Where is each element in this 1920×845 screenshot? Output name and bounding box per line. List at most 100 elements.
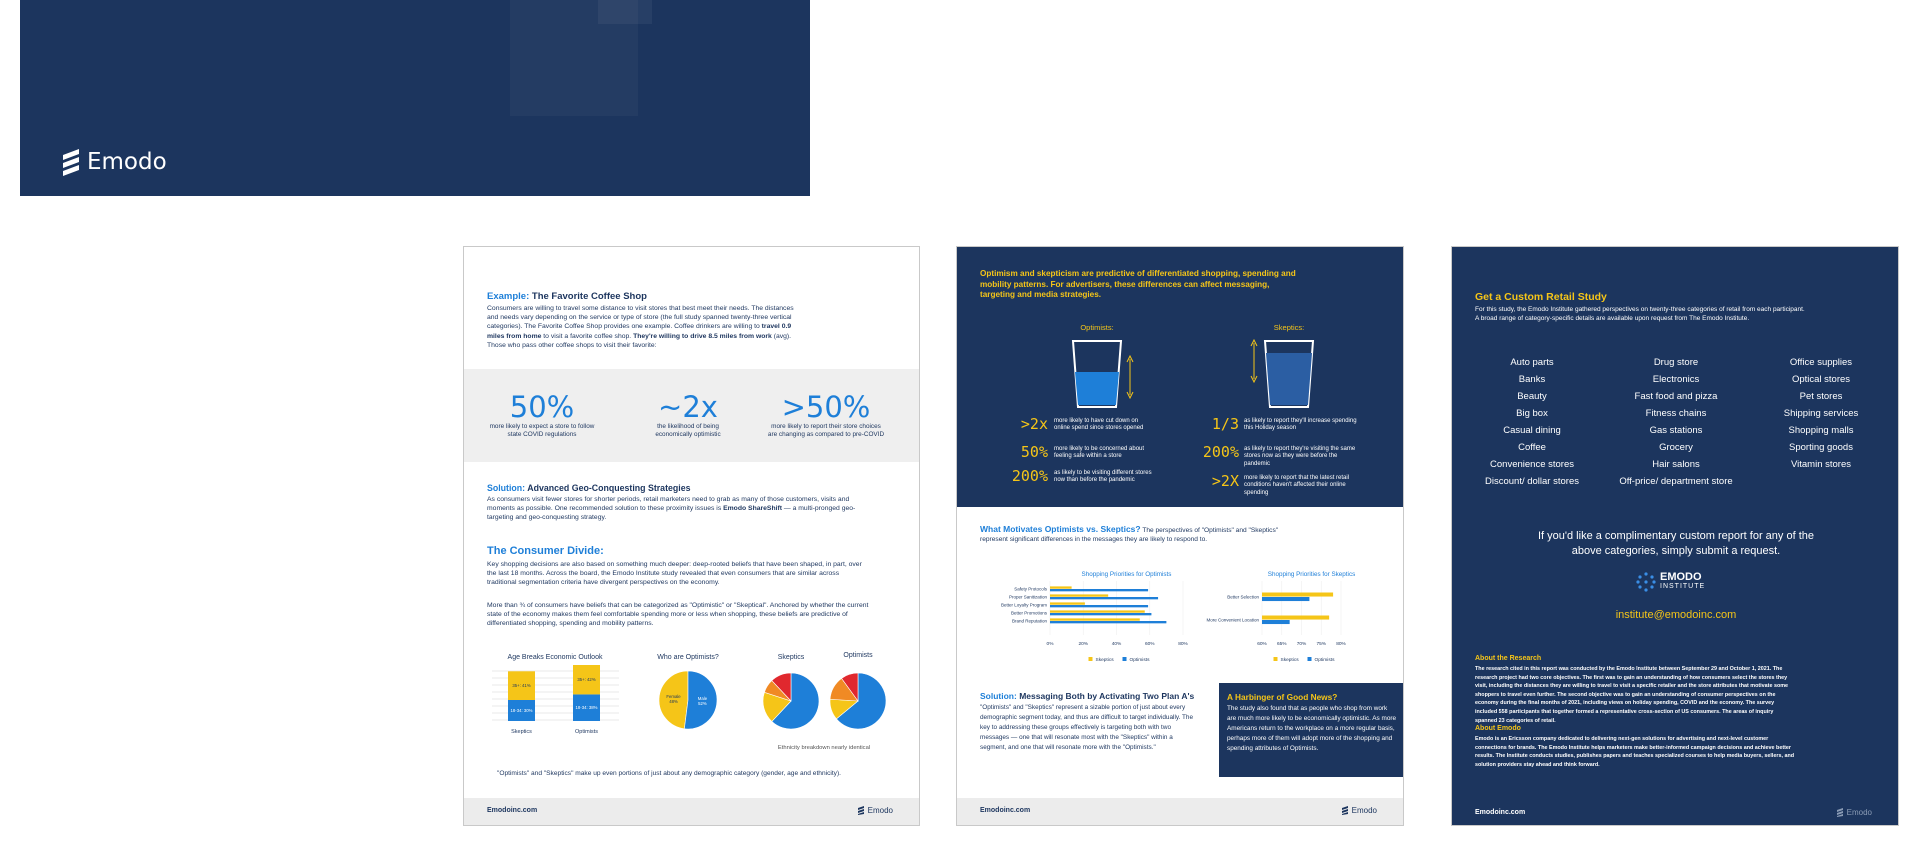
heading: Get a Custom Retail Study — [1475, 291, 1607, 303]
category-item: Fast food and pizza — [1634, 391, 1718, 402]
page: Get a Custom Retail Study For this study… — [1451, 246, 1899, 826]
footer: Emodoinc.com Emodo — [464, 798, 919, 825]
glass-icon — [1250, 339, 1315, 408]
stat-value: >2x — [1020, 415, 1048, 433]
x-tick-label: 60% — [1257, 641, 1267, 647]
stat-text: as likely to be visiting different store… — [1054, 470, 1152, 484]
page: Example: The Favorite Coffee Shop Consum… — [463, 246, 920, 826]
text-run: (avg). Those who pass other coffee shops… — [487, 332, 792, 349]
intro: Optimism and skepticism are predictive o… — [980, 269, 1296, 300]
stat-value: >2X — [1211, 472, 1239, 490]
footer: Emodoinc.com Emodo — [957, 798, 1403, 825]
category-item: Optical stores — [1791, 374, 1851, 385]
y-tick-label: Safety Protocols — [1014, 587, 1048, 592]
paragraph-text: The perspectives of "Optimists" and "Ske… — [980, 527, 1279, 543]
stat-text: more likely to report that the latest re… — [1244, 475, 1350, 496]
legend-label: Optimists — [1130, 657, 1151, 663]
stat: 50% more likely to expect a store to foll… — [482, 391, 602, 439]
footer-url: Emodoinc.com — [1475, 809, 1526, 816]
paragraph: The research cited in this report was co… — [1475, 666, 1789, 724]
bar — [1050, 597, 1159, 600]
bar-label: 18-34: 38% — [576, 705, 598, 710]
stat: >50% more likely to report their store ch… — [766, 391, 886, 439]
paragraph: Consumers are willing to travel some dis… — [487, 304, 805, 350]
paragraph: As consumers visit fewer stores for shor… — [487, 495, 869, 523]
slice-label: Male — [698, 696, 708, 701]
y-tick-label: Better Promotions — [1011, 611, 1048, 616]
x-tick-label: Optimists — [575, 729, 598, 735]
x-tick-label: 70% — [1297, 641, 1307, 647]
bar — [1262, 597, 1310, 602]
chart-note: Ethnicity breakdown nearly identical — [778, 745, 870, 751]
category-item: Hair salons — [1652, 459, 1700, 470]
footer-url: Emodoinc.com — [980, 807, 1031, 814]
footer-logo: Emodo — [1836, 807, 1872, 817]
x-tick-label: 60% — [1145, 641, 1155, 647]
email: institute@emodoinc.com — [1615, 609, 1737, 621]
paragraph: Emodo is an Ericsson company dedicated t… — [1475, 736, 1795, 768]
pie-slice — [658, 670, 689, 730]
paragraph: "Optimists" and "Skeptics" represent a s… — [980, 704, 1194, 751]
chart-title: Skeptics — [778, 654, 805, 661]
chart-group: Age Breaks Economic Outlook 18-34: 30% 35+… — [492, 652, 887, 751]
category-item: Shipping services — [1783, 408, 1859, 419]
category-item: Shopping malls — [1788, 425, 1854, 436]
footer-logo: Emodo — [1341, 805, 1377, 815]
stat-label: the likelihood of being economically opt… — [655, 423, 721, 438]
bar — [1050, 613, 1152, 616]
y-tick-label: Proper Sanitization — [1009, 595, 1048, 600]
category-item: Beauty — [1517, 391, 1547, 402]
logo-icon — [1636, 572, 1656, 592]
paragraph: For this study, the Emodo Institute gath… — [1475, 306, 1805, 322]
stat-label: more likely to report their store choice… — [767, 423, 885, 438]
bar — [1050, 618, 1140, 621]
stat-value: 50% — [509, 390, 575, 424]
bar — [1050, 610, 1145, 613]
stacked-bar — [573, 694, 600, 721]
category-item: Discount/ dollar stores — [1485, 476, 1579, 487]
legend-label: Optimists — [1315, 657, 1336, 663]
heading: Solution: Advanced Geo-Conquesting Strat… — [487, 483, 691, 493]
heading: Example: The Favorite Coffee Shop — [487, 291, 647, 302]
category-item: Casual dining — [1503, 425, 1561, 436]
y-tick-label: Better Selection — [1227, 595, 1259, 600]
text-run: As consumers visit fewer stores for shor… — [487, 496, 850, 513]
text-run: — a multi-pronged geo-targeting and geo-… — [487, 505, 856, 522]
stacked-bar — [573, 665, 600, 695]
stat-value: 200% — [1011, 467, 1048, 485]
category-item: Vitamin stores — [1790, 459, 1851, 470]
category-item: Big box — [1516, 408, 1548, 419]
x-tick-label: 65% — [1277, 641, 1287, 647]
callout-box: A Harbinger of Good News? The study also… — [1219, 683, 1403, 777]
category-item: Convenience stores — [1490, 459, 1574, 470]
bar — [1262, 592, 1334, 597]
footer-logo: Emodo — [857, 805, 893, 815]
bar — [1050, 594, 1109, 597]
logo-icon — [1341, 806, 1348, 815]
category-item: Coffee — [1518, 442, 1546, 453]
slice-value: 52% — [698, 701, 707, 706]
bar — [1050, 621, 1167, 624]
callout-text: The study also found that as people who … — [1227, 705, 1397, 752]
banner-shape — [598, 0, 652, 24]
paragraph: If you'd like a complimentary custom rep… — [1538, 530, 1814, 557]
bar-label: 35+: 41% — [512, 683, 530, 688]
category-item: Electronics — [1652, 374, 1700, 385]
stat-value: 1/3 — [1211, 415, 1239, 433]
logo-text: EMODO INSTITUTE — [1660, 571, 1705, 591]
bar — [1050, 586, 1072, 589]
category-item: Grocery — [1659, 442, 1693, 453]
category-item: Gas stations — [1649, 425, 1703, 436]
category-item: Pet stores — [1799, 391, 1843, 402]
heading: About the Research — [1475, 655, 1542, 662]
heading-title: The Favorite Coffee Shop — [531, 291, 647, 302]
logo-text: Emodo — [867, 805, 893, 815]
category-item: Drug store — [1653, 357, 1699, 368]
x-tick-label: 0% — [1047, 641, 1055, 647]
stat-text: more likely to be concerned about feelin… — [1054, 446, 1145, 460]
chart-title: Age Breaks Economic Outlook — [508, 654, 603, 661]
x-tick-label: 80% — [1336, 641, 1346, 647]
legend-label: Skeptics — [1096, 657, 1115, 663]
heading-label: Solution: — [980, 691, 1017, 701]
logo-name: EMODO — [1660, 571, 1702, 583]
